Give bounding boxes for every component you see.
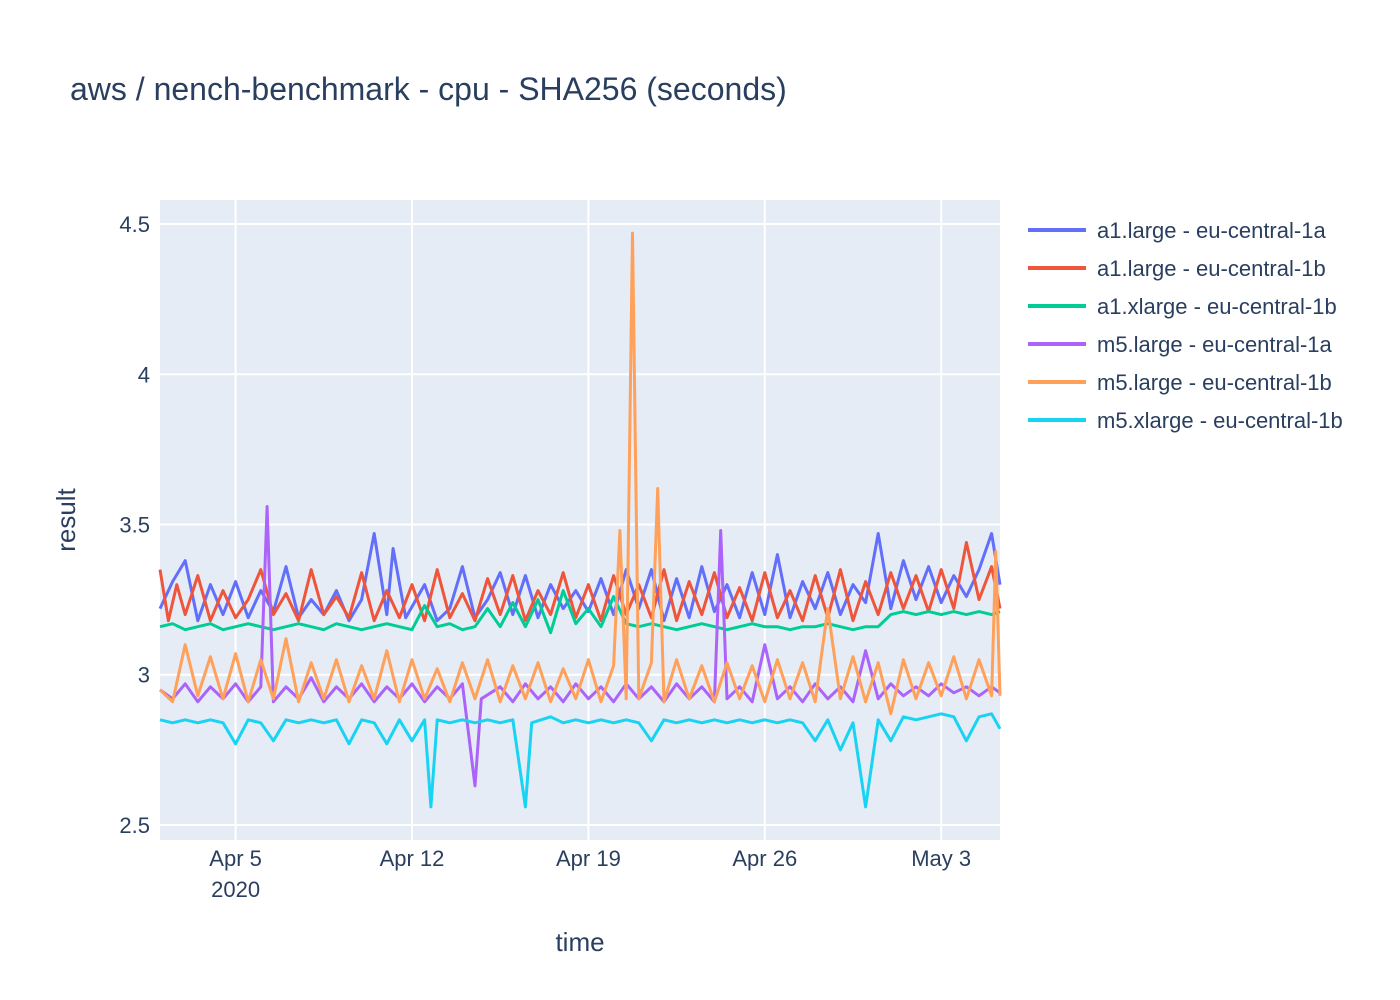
y-axis-ticks: 2.5 3 3.5 4 4.5 [119, 212, 150, 838]
legend-label: a1.xlarge - eu-central-1b [1097, 294, 1337, 319]
series-line [158, 231, 1002, 716]
y-tick-label: 3.5 [119, 513, 150, 538]
x-tick-label: May 3 [911, 846, 971, 871]
x-tick-label: Apr 26 [732, 846, 797, 871]
legend-label: a1.large - eu-central-1a [1097, 218, 1326, 243]
y-tick-label: 2.5 [119, 813, 150, 838]
x-tick-sublabel: 2020 [211, 877, 260, 902]
x-axis-title: time [555, 927, 604, 957]
x-tick-label: Apr 19 [556, 846, 621, 871]
legend-label: m5.xlarge - eu-central-1b [1097, 408, 1343, 433]
y-tick-label: 4 [138, 362, 150, 387]
legend-label: m5.large - eu-central-1a [1097, 332, 1333, 357]
x-axis-ticks: Apr 5 2020 Apr 12 Apr 19 Apr 26 May 3 [209, 846, 971, 902]
x-tick-label: Apr 12 [380, 846, 445, 871]
y-tick-label: 3 [138, 663, 150, 688]
grid [160, 200, 1000, 840]
series-lines [158, 231, 1002, 809]
y-axis-title: result [51, 487, 81, 551]
series-line [159, 589, 1001, 635]
chart-title: aws / nench-benchmark - cpu - SHA256 (se… [70, 71, 787, 107]
series-line [159, 712, 1002, 809]
legend: a1.large - eu-central-1a a1.large - eu-ce… [1028, 218, 1343, 433]
x-tick-label: Apr 5 [209, 846, 262, 871]
legend-label: m5.large - eu-central-1b [1097, 370, 1332, 395]
legend-label: a1.large - eu-central-1b [1097, 256, 1326, 281]
y-tick-label: 4.5 [119, 212, 150, 237]
series-line [158, 541, 1002, 623]
plot-area [160, 200, 1000, 840]
